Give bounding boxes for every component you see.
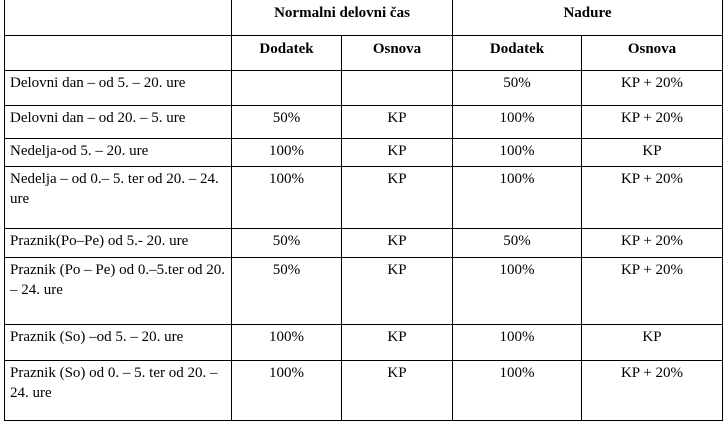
table-cell: KP (341, 104, 453, 139)
table-cell: KP + 20% (581, 256, 723, 325)
table-cell: KP + 20% (581, 165, 723, 229)
table-cell: KP (341, 323, 453, 361)
table-cell: KP (341, 359, 453, 421)
table-cell: KP + 20% (581, 359, 723, 421)
table-cell: 100% (452, 165, 582, 229)
subheader-dodatek: Dodatek (231, 34, 342, 71)
table-cell: KP (341, 227, 453, 258)
table-cell: 50% (452, 227, 582, 258)
table-cell: 50% (231, 104, 342, 139)
table-row: Nedelja – od 0.– 5. ter od 20. – 24. ure… (4, 165, 723, 229)
table-cell: KP + 20% (581, 104, 723, 139)
table-cell: KP (341, 137, 453, 167)
table-cell: 100% (231, 165, 342, 229)
overtime-rates-table: Normalni delovni čas Nadure Dodatek Osno… (4, 0, 723, 421)
table-cell (341, 69, 453, 106)
subheader-empty (4, 34, 232, 71)
header-empty (4, 0, 232, 36)
table-cell: 100% (231, 359, 342, 421)
table-cell: 100% (231, 137, 342, 167)
table-cell: 100% (452, 359, 582, 421)
row-label: Nedelja – od 0.– 5. ter od 20. – 24. ure (4, 165, 232, 229)
row-label: Delovni dan – od 5. – 20. ure (4, 69, 232, 106)
row-label: Nedelja-od 5. – 20. ure (4, 137, 232, 167)
table-row: Nedelja-od 5. – 20. ure 100% KP 100% KP (4, 137, 723, 167)
table-cell: 50% (452, 69, 582, 106)
row-label: Delovni dan – od 20. – 5. ure (4, 104, 232, 139)
row-label: Praznik (Po – Pe) od 0.–5.ter od 20. – 2… (4, 256, 232, 325)
table-cell: KP + 20% (581, 69, 723, 106)
table-cell: KP + 20% (581, 227, 723, 258)
table-cell: KP (581, 137, 723, 167)
row-label: Praznik (So) –od 5. – 20. ure (4, 323, 232, 361)
table-cell: KP (581, 323, 723, 361)
table-cell: 50% (231, 227, 342, 258)
subheader-dodatek: Dodatek (452, 34, 582, 71)
table-cell: KP (341, 165, 453, 229)
table-cell: KP (341, 256, 453, 325)
table-cell: 100% (452, 137, 582, 167)
subheader-osnova: Osnova (581, 34, 723, 71)
table-row: Praznik (So) –od 5. – 20. ure 100% KP 100% K… (4, 323, 723, 361)
header-normal-time: Normalni delovni čas (231, 0, 453, 36)
row-label: Praznik (So) od 0. – 5. ter od 20. – 24.… (4, 359, 232, 421)
table-row: Praznik (So) od 0. – 5. ter od 20. – 24.… (4, 359, 723, 421)
table-cell: 100% (452, 104, 582, 139)
header-overtime: Nadure (452, 0, 723, 36)
table-cell: 100% (452, 256, 582, 325)
table-cell: 50% (231, 256, 342, 325)
subheader-row: Dodatek Osnova Dodatek Osnova (4, 34, 723, 71)
table-cell: 100% (452, 323, 582, 361)
header-row: Normalni delovni čas Nadure (4, 0, 723, 36)
table-cell: 100% (231, 323, 342, 361)
table-cell (231, 69, 342, 106)
subheader-osnova: Osnova (341, 34, 453, 71)
table-row: Praznik (Po – Pe) od 0.–5.ter od 20. – 2… (4, 256, 723, 325)
table-row: Delovni dan – od 5. – 20. ure 50% KP + 20% (4, 69, 723, 106)
table-row: Praznik(Po–Pe) od 5.- 20. ure 50% KP 50% KP … (4, 227, 723, 258)
table-row: Delovni dan – od 20. – 5. ure 50% KP 100% KP… (4, 104, 723, 139)
row-label: Praznik(Po–Pe) od 5.- 20. ure (4, 227, 232, 258)
